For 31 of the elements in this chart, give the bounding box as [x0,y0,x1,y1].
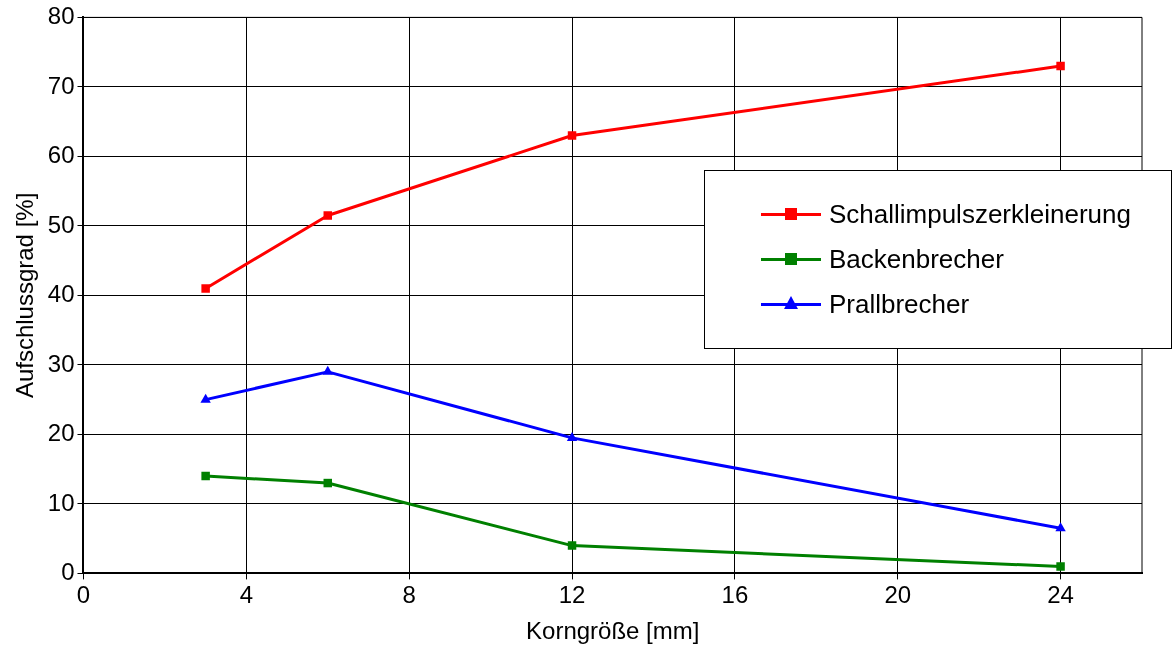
point [1056,61,1065,71]
x-tick-label: 8 [402,581,416,609]
point [322,365,333,375]
legend-label: Schallimpulszerkleinerung [828,199,1131,231]
point [200,393,211,403]
y-tick-label: 60 [47,141,75,169]
point [201,284,210,293]
point [1056,562,1065,571]
y-tick-label: 30 [47,349,75,377]
x-tick-label: 16 [721,581,749,609]
legend-label: Backenbrecher [828,244,1004,276]
y-tick-label: 20 [47,419,75,447]
x-tick-label: 24 [1047,581,1074,609]
point [567,541,577,550]
y-tick-label: 80 [47,2,75,30]
point [566,431,578,441]
x-tick-label: 20 [884,581,912,609]
y-tick-label: 10 [47,488,75,516]
point [1055,522,1066,532]
y-axis-title: Aufschlussgrad [%] [11,192,39,399]
x-tick-label: 12 [558,581,586,609]
y-tick-label: 40 [47,280,75,308]
point [323,211,333,220]
point [567,131,577,140]
legend-label: Prallbrecher [828,289,970,321]
x-axis-title: Korngröße [mm] [526,617,700,645]
y-tick-label: 70 [47,71,75,99]
y-tick-label: 50 [47,210,75,238]
y-tick-label: 0 [61,558,75,586]
point [201,471,210,481]
x-tick-label: 4 [239,581,254,609]
